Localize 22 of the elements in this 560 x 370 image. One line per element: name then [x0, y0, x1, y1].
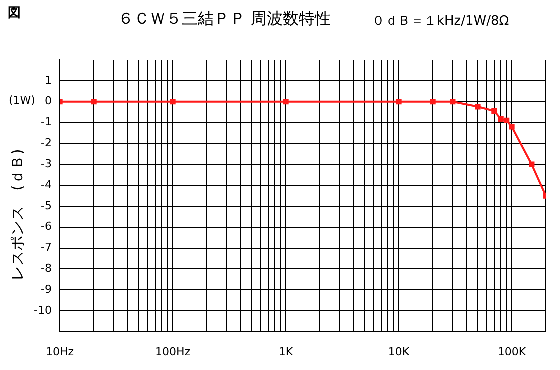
y-tick-label: -9 [41, 283, 52, 296]
text: (1W) [9, 94, 36, 107]
y-tick-label: 1 [45, 74, 52, 87]
y-tick-label: -3 [41, 157, 52, 170]
x-tick-label: 100K [498, 345, 527, 358]
y-tick-label: -2 [41, 136, 52, 150]
y-axis-title: レスポンス (ｄＢ) [8, 149, 28, 281]
chart-title: ６ＣＷ５三結ＰＰ 周波数特性 [118, 9, 332, 30]
x-tick-label: 1K [278, 345, 294, 358]
y-tick-label: 0 [45, 94, 52, 108]
chart-subtitle: ０ｄＢ＝１kHz/1W/8Ω [372, 13, 510, 30]
y-tick-label: -1 [41, 116, 52, 129]
x-tick-label: 100Hz [155, 345, 191, 358]
x-tick-label: 10Hz [46, 345, 74, 358]
y-tick-label: -8 [41, 262, 52, 276]
text: 図 [8, 5, 21, 22]
y-tick-label: -5 [41, 199, 52, 212]
y-tick-label: -6 [41, 220, 52, 234]
y-tick-label: -4 [41, 178, 52, 192]
y-tick-label: -7 [41, 241, 52, 254]
x-tick-label: 10K [388, 345, 410, 358]
y-tick-label: -10 [34, 304, 52, 317]
